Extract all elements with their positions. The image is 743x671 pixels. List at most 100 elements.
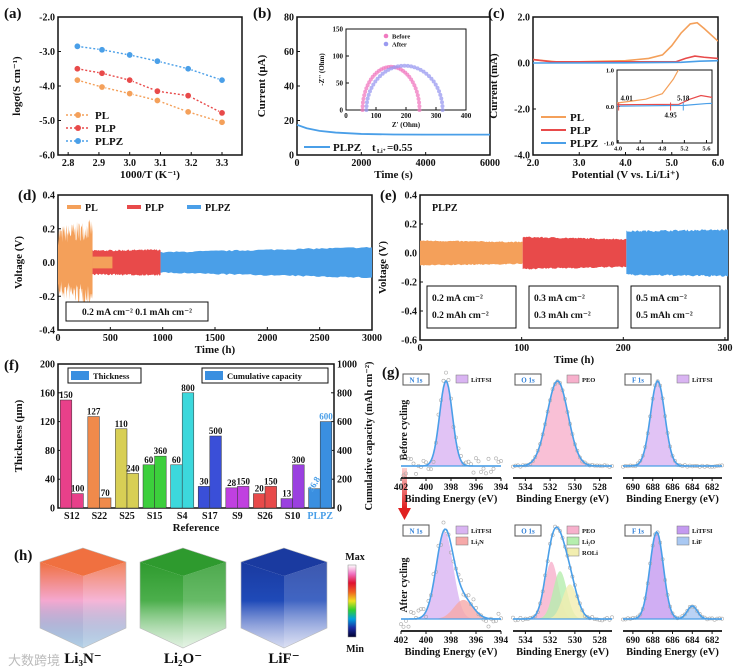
raw-data-point (419, 607, 423, 611)
x-axis-label: 1000/T (K⁻¹) (120, 169, 180, 181)
core-level-label: O 1s (521, 528, 535, 536)
raw-data-point (486, 456, 491, 461)
x-tick-label: 2.9 (93, 158, 106, 169)
plot-frame (532, 16, 719, 156)
x-tick-label: 396 (469, 636, 484, 646)
raw-data-point (414, 471, 418, 476)
bar-capacity-S15 (154, 455, 167, 509)
bar-thickness-S26 (253, 493, 266, 509)
y-tick-label: 0 (340, 106, 344, 114)
nyquist-inset: 0 100 200 300 400 0 50 100 150 Z' (Ohm) -Z'' (Ohm)… (318, 25, 472, 129)
y-tick-label: -2.0 (39, 13, 55, 24)
bar-value-label: 150 (236, 476, 250, 486)
row-label: Before cycling (399, 400, 410, 461)
y-tick-label: 80 (284, 13, 294, 24)
y-tick-label: 160 (40, 388, 55, 399)
x-tick-label: 3000 (362, 333, 382, 344)
nyquist-point-After (431, 79, 436, 84)
y-axis-label: Voltage (V) (13, 236, 25, 289)
nyquist-point-After (380, 71, 385, 76)
raw-data-point (406, 624, 411, 629)
bar-thickness-S10 (280, 498, 293, 509)
data-point-PLPZ (153, 57, 161, 65)
x-tick-label: 686 (665, 636, 680, 646)
panel-letter: (e) (380, 188, 397, 204)
legend-label: LiF (692, 539, 702, 546)
x-tick-label: 688 (646, 636, 661, 646)
nyquist-point-After (373, 79, 378, 84)
x-tick-label: 532 (543, 636, 558, 646)
y-tick-label: 0 (50, 504, 55, 515)
voltage-profile-PL-tail (92, 256, 113, 269)
raw-data-point (466, 459, 471, 464)
condition-label: 0.2 mA cm⁻² 0.1 mAh cm⁻² (82, 308, 192, 318)
x-tick-label: 3.1 (154, 158, 167, 169)
y-tick-label: -0.4 (39, 326, 55, 337)
x-tick-label: 528 (593, 483, 608, 493)
data-point-PLP (73, 65, 81, 73)
tof-sims-cube: Li₃N⁻ (39, 547, 127, 667)
condition-label: 0.5 mAh cm⁻² (636, 311, 693, 321)
legend-swatch (676, 525, 690, 535)
condition-box (528, 285, 619, 329)
y-tick-label: 50 (336, 79, 344, 87)
x-tick-label: 4.0 (614, 146, 622, 153)
legend-label: Thickness (93, 371, 130, 381)
nyquist-point-After (440, 100, 445, 105)
transference-value: =0.55 (387, 142, 413, 154)
y-axis-label: Current (mA) (488, 53, 500, 119)
x-tick-label: 300 (717, 343, 732, 354)
xps-component-peak (401, 599, 501, 619)
panel-title: PLPZ (432, 203, 458, 214)
y2-tick-label: 800 (337, 388, 352, 399)
plot-frame (57, 363, 335, 509)
onset-label: 5.18 (677, 95, 690, 103)
panel-letter: (d) (18, 188, 36, 204)
x-tick-label: 530 (568, 483, 583, 493)
x-tick-label: 6000 (480, 158, 500, 169)
x-axis-label: Binding Energy (eV) (626, 494, 719, 505)
x-tick-label: 4.0 (619, 158, 632, 169)
condition-box (65, 301, 209, 322)
nyquist-point-After (439, 96, 444, 101)
legend-label: PLP (570, 125, 591, 137)
core-level-box (624, 524, 652, 537)
row-label: After cycling (399, 557, 410, 612)
x-tick-label: 2000 (257, 333, 277, 344)
x-axis-label: Binding Energy (eV) (516, 494, 609, 505)
bar-value-label: 240 (126, 463, 140, 473)
nyquist-point-After (364, 104, 369, 109)
x-tick-label: 528 (593, 636, 608, 646)
legend-label: PL (85, 203, 98, 214)
legend-label: PLP (145, 203, 164, 214)
plot: 0 100 200 300 -0.6 -0.4 -0.2 0.0 0.2 0.4 Time (h) V… (377, 191, 732, 367)
arrow-down-icon (398, 508, 411, 520)
legend-label: LiTFSI (692, 528, 713, 535)
raw-data-point (399, 622, 403, 627)
x-tick-label: 5.0 (666, 158, 679, 169)
nyquist-point-After (366, 92, 371, 97)
lsv-curve-PLPZ (533, 59, 718, 64)
x-tick-label: 4.4 (636, 146, 645, 153)
core-level-label: N 1s (409, 377, 422, 385)
plot: 0 40 80 120 160 200 Thickness (μm) 0 200 400 600 80… (13, 360, 375, 535)
raw-data-point (411, 611, 416, 615)
x-tick-label: 5.2 (680, 146, 688, 153)
raw-data-point (491, 619, 496, 624)
category-label: S4 (177, 511, 188, 522)
x-tick-label: 396 (469, 483, 484, 493)
category-label: S15 (147, 511, 163, 522)
colorbar (347, 564, 357, 638)
raw-data-point (409, 610, 413, 614)
voltage-profile-PLP (92, 249, 161, 276)
x-tick-label: 682 (705, 636, 720, 646)
raw-data-point (476, 459, 481, 464)
plot-frame (57, 16, 243, 156)
bar-value-label: 28 (227, 478, 237, 488)
x-tick-label: 400 (419, 483, 434, 493)
data-point-PL (184, 108, 192, 116)
data-point-PLPZ (73, 42, 81, 50)
data-point-PLP (126, 76, 134, 84)
